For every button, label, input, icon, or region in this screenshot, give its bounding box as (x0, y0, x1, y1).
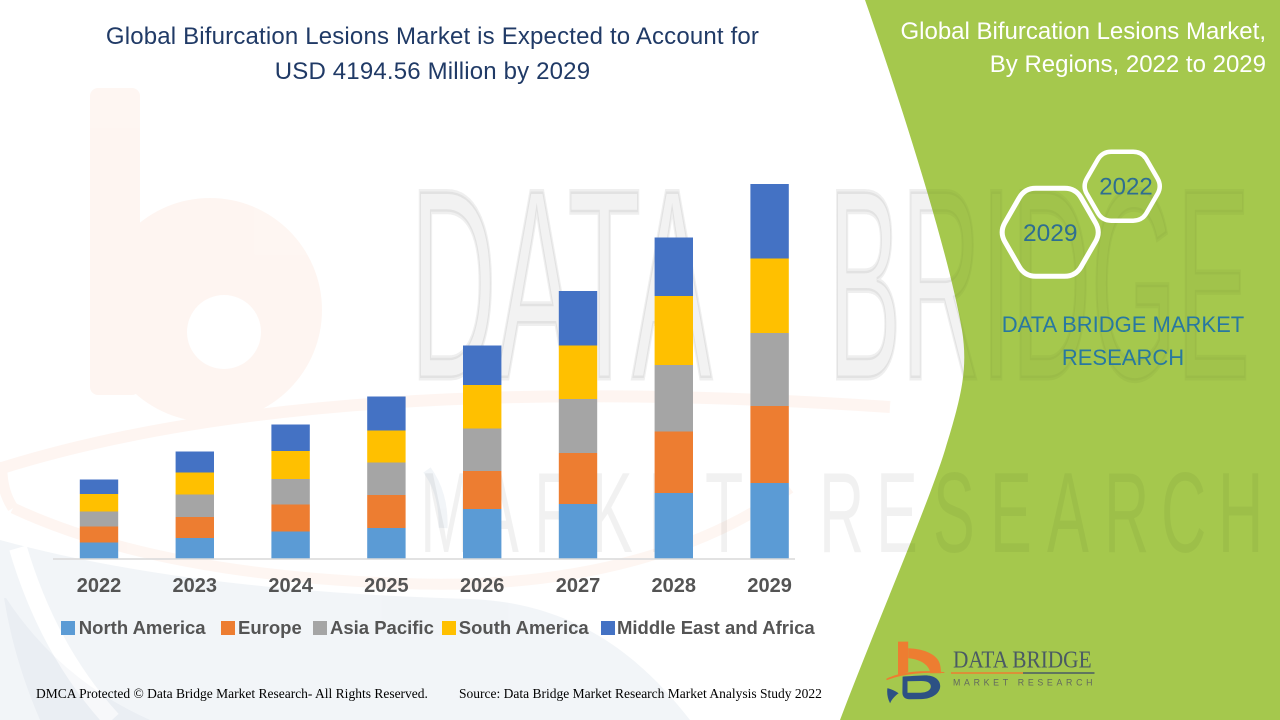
svg-text:2022: 2022 (1099, 174, 1152, 201)
svg-text:MARKET RESEARCH: MARKET RESEARCH (953, 677, 1093, 687)
svg-text:2029: 2029 (1023, 220, 1078, 247)
svg-text:DATA BRIDGE: DATA BRIDGE (953, 648, 1092, 674)
